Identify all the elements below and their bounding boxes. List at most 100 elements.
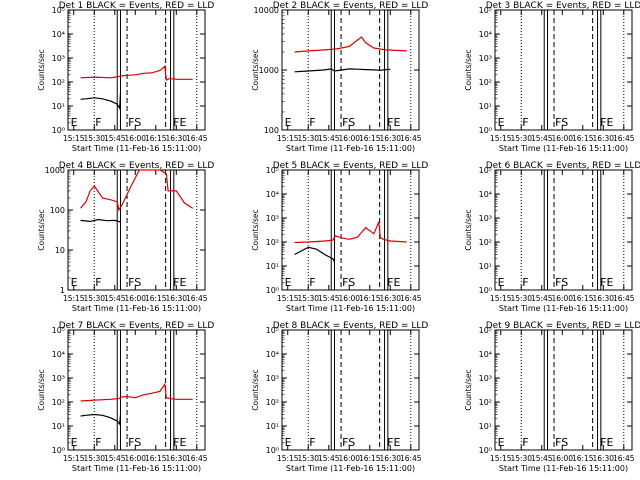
flare-label: FE (387, 116, 400, 129)
y-tick-label: 10³ (266, 214, 279, 223)
x-axis-label: Start Time (11-Feb-16 15:11:00) (286, 464, 415, 473)
events-series-line (294, 246, 336, 263)
y-tick-label: 10³ (266, 374, 279, 383)
x-tick-label: 16:45 (400, 294, 422, 303)
flare-label: F (309, 276, 315, 289)
flare-label: FE (600, 436, 613, 449)
y-tick-label: 10² (479, 398, 492, 407)
flare-label: F (522, 116, 528, 129)
x-axis-label: Start Time (11-Feb-16 15:11:00) (72, 144, 201, 153)
y-tick-label: 10¹ (479, 422, 492, 431)
y-tick-label: 10⁴ (479, 350, 492, 359)
y-tick-label: 10⁰ (266, 286, 279, 295)
x-tick-label: 15:45 (318, 294, 340, 303)
x-tick-label: 16:15 (572, 294, 594, 303)
x-tick-label: 16:45 (613, 454, 635, 463)
y-axis-label: Counts/sec (37, 369, 46, 410)
x-tick-label: 16:00 (338, 454, 360, 463)
x-tick-label: 16:00 (551, 454, 573, 463)
x-tick-label: 15:15 (490, 134, 512, 143)
flare-label: F (309, 116, 315, 129)
flare-label: FS (342, 116, 355, 129)
x-tick-label: 16:15 (572, 454, 594, 463)
y-tick-label: 10⁴ (479, 190, 492, 199)
x-axis-label: Start Time (11-Feb-16 15:11:00) (499, 304, 628, 313)
x-tick-label: 16:00 (124, 454, 146, 463)
panel-det-5: Det 5 BLACK = Events, RED = LLD 10⁰ 10¹ 10²… (251, 161, 428, 313)
x-tick-label: 15:30 (297, 454, 319, 463)
flare-label: FS (555, 116, 568, 129)
panel-title: Det 6 BLACK = Events, RED = LLD (486, 161, 640, 171)
flare-label: E (71, 116, 78, 129)
flare-label: FE (173, 116, 186, 129)
y-tick-label: 10⁵ (266, 166, 279, 175)
x-tick-label: 16:45 (186, 454, 208, 463)
x-tick-label: 15:45 (318, 454, 340, 463)
x-tick-label: 15:45 (531, 454, 553, 463)
x-tick-label: 15:30 (83, 294, 105, 303)
panel-det-8: Det 8 BLACK = Events, RED = LLD 10⁰ 10¹ 10²… (251, 321, 428, 473)
x-tick-label: 15:15 (277, 134, 299, 143)
x-tick-label: 16:30 (379, 134, 401, 143)
x-tick-label: 16:30 (165, 294, 187, 303)
panel-title: Det 7 BLACK = Events, RED = LLD (59, 321, 215, 331)
panel-det-9: Det 9 BLACK = Events, RED = LLD 10⁰ 10¹ 10²… (464, 321, 640, 473)
lld-series-line (80, 382, 193, 402)
y-tick-label: 10³ (52, 54, 65, 63)
y-tick-label: 10⁵ (52, 6, 65, 15)
y-tick-label: 1000 (45, 166, 65, 175)
plot-frame (494, 9, 633, 131)
y-tick-label: 10² (266, 238, 279, 247)
flare-label: FE (173, 436, 186, 449)
x-tick-label: 16:15 (145, 454, 167, 463)
x-tick-label: 15:30 (83, 134, 105, 143)
panel-det-1: Det 1 BLACK = Events, RED = LLD 10⁰ 10¹ 10²… (37, 1, 214, 153)
flare-label: E (285, 276, 292, 289)
x-tick-label: 16:00 (338, 294, 360, 303)
panel-title: Det 5 BLACK = Events, RED = LLD (273, 161, 429, 171)
x-tick-label: 16:30 (592, 294, 614, 303)
y-tick-label: 10⁵ (479, 166, 492, 175)
y-tick-label: 1 (60, 286, 65, 295)
y-tick-label: 10⁰ (479, 446, 492, 455)
y-tick-label: 10² (52, 398, 65, 407)
x-axis-label: Start Time (11-Feb-16 15:11:00) (499, 144, 628, 153)
plot-frame (67, 169, 206, 291)
panel-title: Det 3 BLACK = Events, RED = LLD (486, 1, 640, 11)
plot-frame (281, 9, 420, 131)
y-axis-label: Counts/sec (464, 209, 473, 250)
x-axis-label: Start Time (11-Feb-16 15:11:00) (499, 464, 628, 473)
y-tick-label: 10⁰ (266, 446, 279, 455)
y-tick-label: 10² (479, 78, 492, 87)
y-tick-label: 10⁰ (52, 446, 65, 455)
y-axis-label: Counts/sec (37, 209, 46, 250)
flare-label: FS (555, 276, 568, 289)
panel-title: Det 9 BLACK = Events, RED = LLD (486, 321, 640, 331)
y-axis-label: Counts/sec (464, 369, 473, 410)
x-tick-label: 16:30 (592, 134, 614, 143)
flare-label: F (95, 436, 101, 449)
x-tick-label: 15:45 (104, 134, 126, 143)
y-tick-label: 10¹ (52, 102, 65, 111)
panel-title: Det 8 BLACK = Events, RED = LLD (273, 321, 429, 331)
x-tick-label: 15:15 (490, 454, 512, 463)
y-tick-label: 10¹ (479, 262, 492, 271)
y-tick-label: 10³ (479, 54, 492, 63)
x-tick-label: 15:45 (104, 454, 126, 463)
y-tick-label: 10¹ (479, 102, 492, 111)
y-tick-label: 10⁰ (479, 286, 492, 295)
flare-label: F (522, 436, 528, 449)
panel-title: Det 1 BLACK = Events, RED = LLD (59, 1, 215, 11)
panel-det-6: Det 6 BLACK = Events, RED = LLD 10⁰ 10¹ 10²… (464, 161, 640, 313)
x-tick-label: 15:15 (490, 294, 512, 303)
x-tick-label: 16:00 (551, 134, 573, 143)
panel-det-3: Det 3 BLACK = Events, RED = LLD 10⁰ 10¹ 10²… (464, 1, 640, 153)
y-tick-label: 10¹ (266, 422, 279, 431)
flare-label: E (498, 116, 505, 129)
y-tick-label: 1000 (259, 66, 279, 75)
x-tick-label: 15:45 (531, 294, 553, 303)
y-tick-label: 10¹ (52, 422, 65, 431)
y-tick-label: 10² (479, 238, 492, 247)
lld-series-line (294, 221, 407, 244)
